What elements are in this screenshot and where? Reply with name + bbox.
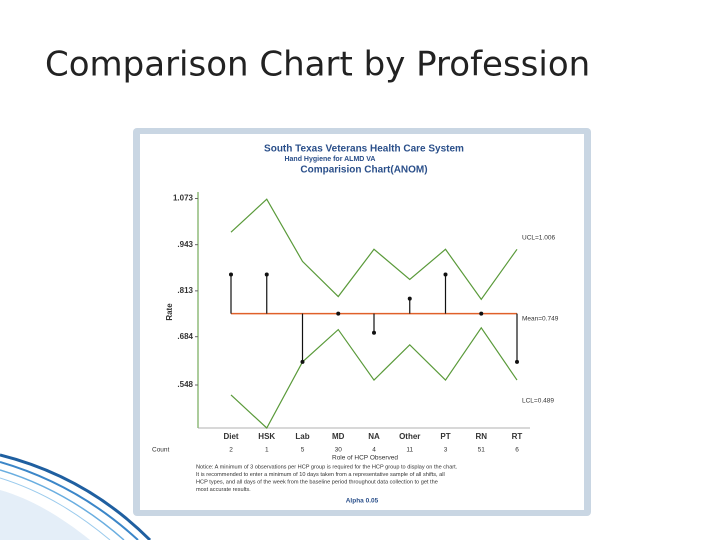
point xyxy=(407,296,412,301)
point xyxy=(336,311,341,316)
point xyxy=(443,272,448,277)
x-tick-label: PT xyxy=(440,432,450,441)
point xyxy=(300,359,305,364)
x-axis-label: Role of HCP Observed xyxy=(332,455,398,462)
notice-line: HCP types, and all days of the week from… xyxy=(196,479,438,485)
alpha-label: Alpha 0.05 xyxy=(346,498,379,505)
x-tick-label: RT xyxy=(512,432,523,441)
mean-label: Mean=0.749 xyxy=(522,315,559,322)
point xyxy=(515,359,519,364)
y-tick-label: .813 xyxy=(177,286,193,295)
y-axis-label: Rate xyxy=(165,303,174,321)
x-tick-label: HSK xyxy=(258,432,275,441)
notice-line: It is recommended to enter a minimum of … xyxy=(196,472,445,478)
y-tick-label: .943 xyxy=(177,240,193,249)
point xyxy=(264,272,269,277)
y-tick-label: .684 xyxy=(177,332,193,341)
y-tick-label: 1.073 xyxy=(173,194,194,203)
count-label: 6 xyxy=(515,447,519,454)
x-tick-label: Other xyxy=(399,432,420,441)
x-tick-label: Lab xyxy=(295,432,309,441)
y-tick-label: .548 xyxy=(177,380,193,389)
plot: 1.073 .943 .813 .684 .548 Rate UCL=1.006 Mean=0… xyxy=(152,192,559,505)
count-title: Count xyxy=(152,447,170,454)
point xyxy=(372,330,376,335)
x-tick-label: NA xyxy=(368,432,380,441)
count-label: 2 xyxy=(229,447,233,454)
notice-line: most accurate results. xyxy=(196,487,251,493)
x-tick-label: MD xyxy=(332,432,345,441)
count-label: 3 xyxy=(444,447,448,454)
ucl-line xyxy=(230,198,518,301)
count-label: 11 xyxy=(406,447,413,454)
count-label: 30 xyxy=(335,447,343,454)
lcl-label: LCL=0.489 xyxy=(522,398,554,405)
x-tick-label: Diet xyxy=(223,432,238,441)
chart-title: South Texas Veterans Health Care System xyxy=(264,144,464,155)
point xyxy=(479,311,484,316)
count-label: 5 xyxy=(301,447,305,454)
lcl-line xyxy=(230,326,518,429)
chart-subtitle: Hand Hygiene for ALMD VA xyxy=(284,156,375,163)
count-label: 1 xyxy=(265,447,269,454)
chart-heading: Comparision Chart(ANOM) xyxy=(300,165,427,176)
ucl-label: UCL=1.006 xyxy=(522,235,555,242)
notice-line: Notice: A minimum of 3 observations per … xyxy=(196,464,458,470)
count-label: 51 xyxy=(478,447,486,454)
x-tick-label: RN xyxy=(475,432,487,441)
slide-title: Comparison Chart by Profession xyxy=(45,45,590,85)
decoration xyxy=(0,453,152,540)
count-label: 4 xyxy=(372,447,376,454)
chart-panel xyxy=(140,134,584,510)
point xyxy=(229,272,233,277)
